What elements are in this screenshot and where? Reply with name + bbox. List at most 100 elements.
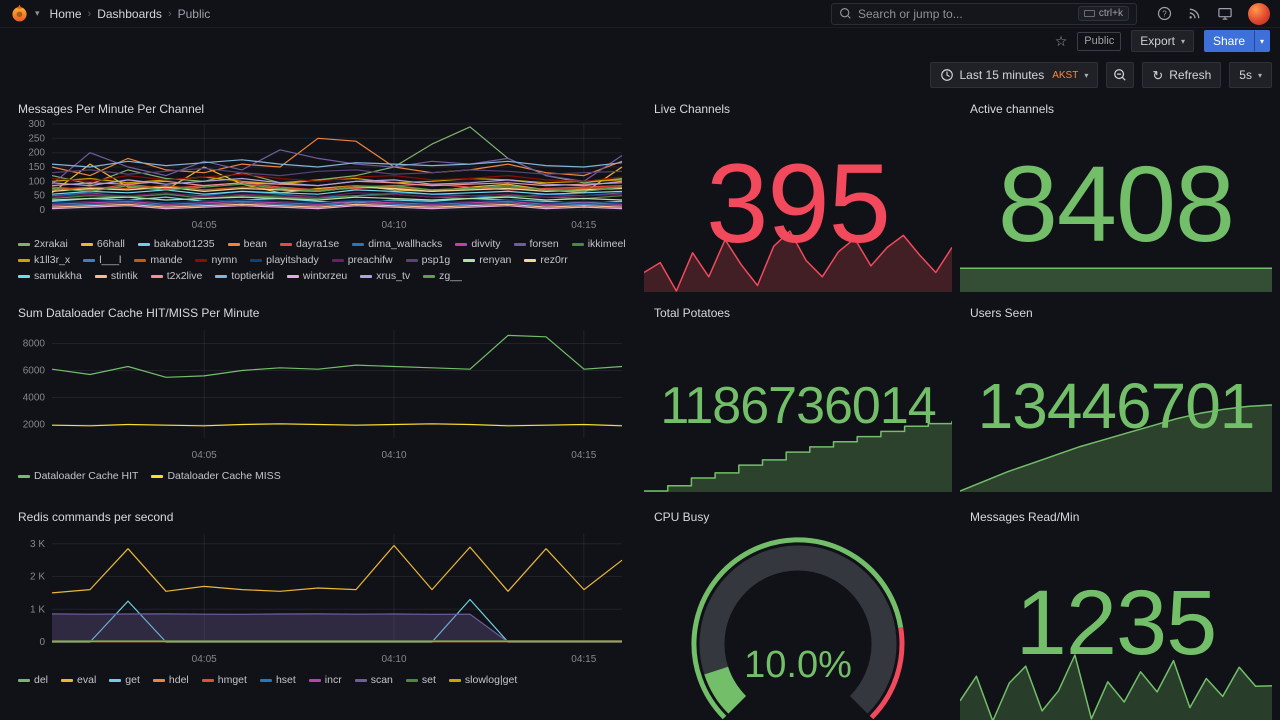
legend-item[interactable]: hdel (152, 674, 189, 687)
legend-item[interactable]: xrus_tv (360, 270, 410, 283)
svg-text:50: 50 (34, 191, 46, 202)
legend-item[interactable]: Dataloader Cache MISS (151, 470, 281, 483)
legend-item[interactable]: set (405, 674, 436, 687)
legend-swatch (279, 243, 292, 246)
legend-item[interactable]: toptierkid (215, 270, 274, 283)
time-controls: Last 15 minutes AKST ▾ ↻ Refresh 5s ▾ (0, 54, 1280, 96)
legend-swatch (571, 243, 584, 246)
legend-item[interactable]: zg__ (423, 270, 462, 283)
dataloader-legend: Dataloader Cache HIT Dataloader Cache MIS… (8, 467, 636, 486)
redis-chart[interactable]: 0 1 K 2 K 3 K 04:05 04:10 04:15 (16, 526, 628, 668)
public-tag[interactable]: Public (1077, 31, 1122, 51)
legend-item[interactable]: l___l (83, 254, 121, 267)
breadcrumb-public[interactable]: Public (177, 6, 211, 21)
grafana-logo[interactable] (10, 4, 29, 23)
legend-item[interactable]: 2xrakai (18, 238, 68, 251)
avatar[interactable] (1248, 2, 1270, 25)
legend-swatch (152, 679, 165, 682)
legend-swatch (405, 679, 418, 682)
legend-item[interactable]: t2x2live (150, 270, 202, 283)
panel-title[interactable]: Messages Read/Min (970, 510, 1080, 524)
dataloader-chart[interactable]: 2000 4000 6000 8000 04:05 04:10 04:15 (16, 322, 628, 464)
legend-item[interactable]: dima_wallhacks (352, 238, 442, 251)
monitor-icon[interactable] (1217, 6, 1233, 21)
panel-title[interactable]: Redis commands per second (18, 510, 174, 524)
legend-item[interactable]: slowlog|get (448, 674, 517, 687)
legend-item[interactable]: preachifw (331, 254, 393, 267)
zoom-out-button[interactable] (1106, 62, 1135, 88)
legend-item[interactable]: forsen (513, 238, 559, 251)
legend-item[interactable]: rez0rr (524, 254, 568, 267)
legend-item[interactable]: bean (227, 238, 267, 251)
svg-text:250: 250 (28, 133, 45, 144)
users-seen-sparkline (960, 404, 1272, 492)
panel-title[interactable]: Live Channels (654, 102, 731, 116)
svg-text:0: 0 (39, 205, 45, 216)
panel-users-seen: Users Seen 13446701 (960, 300, 1272, 492)
time-range-picker[interactable]: Last 15 minutes AKST ▾ (929, 62, 1099, 88)
svg-text:300: 300 (28, 119, 45, 130)
legend-item[interactable]: dayra1se (279, 238, 339, 251)
legend-item[interactable]: renyan (463, 254, 511, 267)
breadcrumb-dashboards[interactable]: Dashboards (97, 6, 162, 21)
legend-swatch (94, 275, 107, 278)
panel-active-channels: Active channels 8408 (960, 96, 1272, 292)
share-button[interactable]: Share (1203, 30, 1254, 52)
legend-item[interactable]: hset (259, 674, 296, 687)
live-channels-sparkline (644, 230, 952, 292)
legend-swatch (286, 275, 299, 278)
help-icon[interactable]: ? (1157, 6, 1172, 21)
legend-swatch (61, 679, 74, 682)
logo-caret-icon[interactable]: ▾ (35, 8, 40, 18)
svg-text:2000: 2000 (23, 420, 46, 431)
legend-item[interactable]: incr (308, 674, 342, 687)
legend-swatch (18, 475, 30, 478)
legend-swatch (331, 259, 344, 262)
refresh-interval-dropdown[interactable]: 5s ▾ (1229, 62, 1272, 88)
star-icon[interactable]: ☆ (1054, 32, 1068, 49)
panel-title[interactable]: Active channels (970, 102, 1055, 116)
messages-chart[interactable]: 0 50 100 150 200 250 300 04:05 04:10 04:15 (16, 118, 628, 232)
legend-item[interactable]: del (18, 674, 48, 687)
legend-item[interactable]: Dataloader Cache HIT (18, 470, 138, 483)
breadcrumb: Home › Dashboards › Public (50, 7, 211, 21)
svg-text:0: 0 (39, 637, 45, 648)
legend-item[interactable]: samukkha (18, 270, 82, 283)
panel-title[interactable]: CPU Busy (654, 510, 710, 524)
panel-messages-per-minute: Messages Per Minute Per Channel 0 50 100 15… (8, 96, 636, 296)
legend-item[interactable]: psp1g (405, 254, 450, 267)
panel-cpu-busy: CPU Busy 10.0% (644, 504, 952, 720)
legend-item[interactable]: get (109, 674, 140, 687)
svg-text:4000: 4000 (23, 393, 46, 404)
svg-text:100: 100 (28, 176, 45, 187)
panel-title[interactable]: Users Seen (970, 306, 1033, 320)
panel-title[interactable]: Total Potatoes (654, 306, 731, 320)
panel-title[interactable]: Messages Per Minute Per Channel (18, 102, 205, 116)
legend-item[interactable]: bakabot1235 (137, 238, 215, 251)
breadcrumb-home[interactable]: Home (49, 6, 82, 21)
legend-item[interactable]: divvity (455, 238, 501, 251)
search-input[interactable]: Search or jump to... ctrl+k (831, 2, 1137, 25)
legend-item[interactable]: ikkimeel (571, 238, 626, 251)
panel-title[interactable]: Sum Dataloader Cache HIT/MISS Per Minute (18, 306, 260, 320)
svg-text:2 K: 2 K (30, 572, 45, 583)
share-caret-button[interactable]: ▾ (1254, 30, 1270, 52)
dashboard-toolbar: ☆ Public Export ▾ Share ▾ (0, 28, 1280, 54)
legend-item[interactable]: k1ll3r_x (18, 254, 70, 267)
refresh-button[interactable]: ↻ Refresh (1142, 62, 1222, 88)
export-button[interactable]: Export ▾ (1131, 30, 1194, 52)
top-nav: ▾ Home › Dashboards › Public Search or j… (0, 0, 1280, 28)
legend-item[interactable]: mande (134, 254, 182, 267)
legend-item[interactable]: scan (354, 674, 393, 687)
legend-swatch (215, 275, 228, 278)
rss-icon[interactable] (1187, 6, 1202, 21)
legend-item[interactable]: hmget (201, 674, 247, 687)
legend-item[interactable]: nymn (195, 254, 237, 267)
legend-item[interactable]: wintxrzeu (286, 270, 347, 283)
legend-swatch (18, 259, 30, 262)
legend-item[interactable]: eval (61, 674, 96, 687)
legend-item[interactable]: stintik (94, 270, 138, 283)
legend-item[interactable]: 66hall (80, 238, 125, 251)
search-icon (839, 7, 852, 20)
legend-item[interactable]: playitshady (250, 254, 319, 267)
